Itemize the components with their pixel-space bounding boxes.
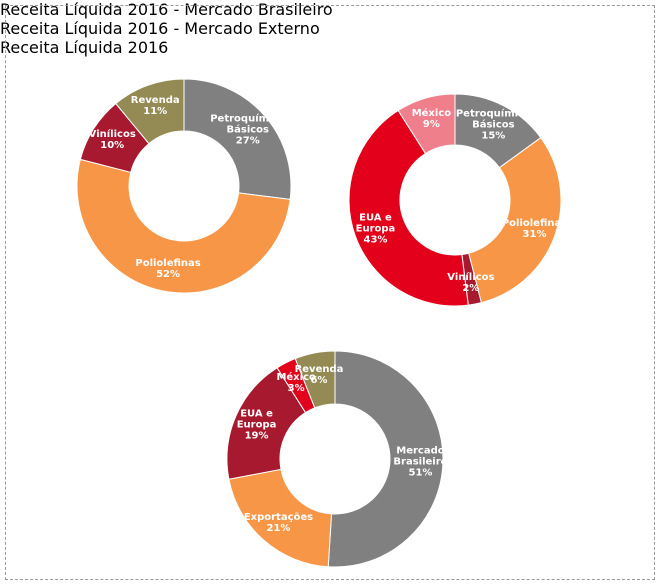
slice-label: Poliolefinas 31% — [490, 218, 580, 240]
slice-label: EUA e Europa 19% — [212, 409, 302, 442]
slice — [327, 350, 444, 568]
value-label: 31% — [522, 228, 547, 240]
slice-label: Vinílicos 2% — [426, 272, 516, 294]
slice-label: Petroquímico Básicos 27% — [203, 113, 293, 146]
category-label: Petroquímico Básicos — [210, 113, 286, 136]
category-label: Revenda — [130, 95, 180, 107]
value-label: 51% — [408, 467, 433, 479]
category-label: Mercado Brasileiro — [393, 445, 448, 468]
slice-label: Revenda 11% — [110, 95, 200, 117]
chart-title: Receita Líquida 2016 - Mercado Externo — [0, 19, 320, 38]
category-label: Petroquímico Básicos — [455, 108, 531, 131]
slice — [228, 468, 333, 568]
slice — [348, 109, 469, 307]
slice — [115, 78, 185, 145]
category-label: México — [411, 107, 452, 119]
value-label: 9% — [422, 118, 440, 130]
category-label: Vinílicos — [447, 272, 495, 283]
category-label: Exportações — [243, 512, 314, 524]
value-label: 2% — [462, 283, 480, 294]
slice — [468, 136, 562, 304]
slice-label: Exportações 21% — [233, 512, 323, 534]
value-label: 27% — [235, 135, 260, 147]
slice — [397, 93, 456, 155]
slice — [294, 350, 336, 409]
chart-title: Receita Líquida 2016 — [0, 38, 169, 57]
slice-label: Poliolefinas 52% — [123, 258, 213, 280]
slice — [183, 78, 292, 200]
slice — [76, 158, 291, 294]
category-label: México — [276, 371, 316, 383]
value-label: 10% — [100, 140, 125, 152]
value-label: 43% — [363, 234, 388, 246]
value-label: 6% — [310, 375, 328, 386]
slice-label: Revenda 6% — [274, 364, 364, 386]
value-label: 15% — [481, 130, 506, 142]
category-label: EUA e Europa — [236, 408, 277, 431]
value-label: 21% — [266, 523, 291, 535]
category-label: Poliolefinas — [135, 258, 201, 270]
slice-label: Vinílicos 10% — [67, 129, 157, 151]
value-label: 52% — [156, 269, 181, 281]
frame — [5, 5, 655, 580]
category-label: Revenda — [294, 364, 344, 375]
category-label: Vinílicos — [88, 129, 136, 141]
value-label: 19% — [244, 430, 269, 442]
slice-label: Mercado Brasileiro 51% — [375, 445, 465, 478]
value-label: 3% — [287, 382, 305, 394]
chart-title: Receita Líquida 2016 - Mercado Brasileir… — [0, 0, 333, 19]
slice-label: Petroquímico Básicos 15% — [448, 108, 538, 141]
slice-label: México 9% — [386, 108, 476, 130]
slice-label: EUA e Europa 43% — [330, 212, 420, 245]
value-label: 11% — [143, 106, 168, 118]
category-label: EUA e Europa — [355, 212, 396, 235]
category-label: Poliolefinas — [501, 217, 568, 229]
slice-label: México 3% — [251, 372, 341, 394]
